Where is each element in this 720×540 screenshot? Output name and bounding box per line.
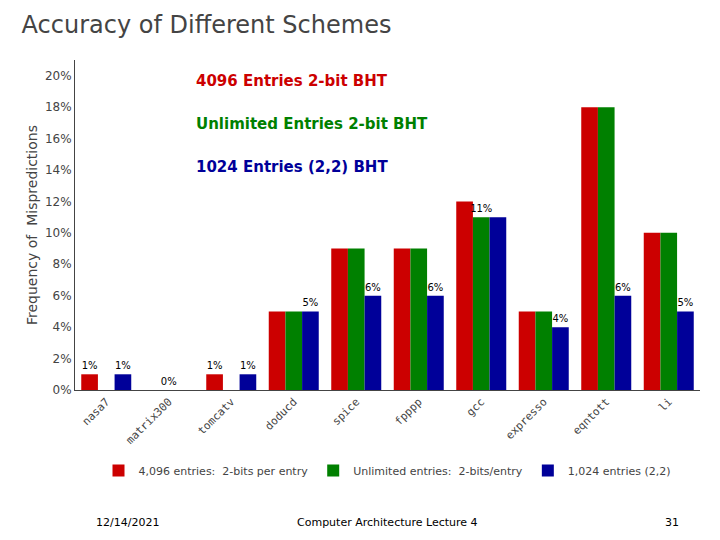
svg-text:5%: 5% xyxy=(677,297,693,308)
svg-text:2%: 2% xyxy=(53,352,72,366)
svg-text:4%: 4% xyxy=(552,313,568,324)
svg-text:10%: 10% xyxy=(45,226,72,240)
svg-text:11%: 11% xyxy=(470,203,492,214)
svg-text:4%: 4% xyxy=(53,320,72,334)
svg-text:eqntott: eqntott xyxy=(570,396,612,438)
svg-text:6%: 6% xyxy=(53,289,72,303)
svg-text:1%: 1% xyxy=(240,360,256,371)
svg-text:20%: 20% xyxy=(45,69,72,83)
svg-text:16%: 16% xyxy=(45,132,72,146)
svg-text:Computer Architecture Lecture: Computer Architecture Lecture 4 xyxy=(297,516,478,529)
svg-text:Accuracy of Different Schemes: Accuracy of Different Schemes xyxy=(22,11,392,39)
svg-text:6%: 6% xyxy=(365,282,381,293)
svg-text:doducd: doducd xyxy=(262,396,299,433)
svg-text:14%: 14% xyxy=(45,163,72,177)
svg-text:18%: 18% xyxy=(45,100,72,114)
svg-text:gcc: gcc xyxy=(464,396,487,419)
svg-text:Unlimited entries: 2-bits/ent: Unlimited entries: 2-bits/entry xyxy=(353,465,523,478)
svg-text:12%: 12% xyxy=(45,195,72,209)
svg-text:spice: spice xyxy=(330,396,363,429)
svg-text:nasa7: nasa7 xyxy=(80,396,113,429)
svg-text:5%: 5% xyxy=(302,297,318,308)
svg-text:8%: 8% xyxy=(53,257,72,271)
svg-text:li: li xyxy=(656,396,675,415)
svg-text:1%: 1% xyxy=(207,360,223,371)
svg-text:31: 31 xyxy=(665,516,679,529)
svg-text:0%: 0% xyxy=(161,376,177,387)
svg-text:4,096 entries: 2-bits per ent: 4,096 entries: 2-bits per entry xyxy=(139,465,309,478)
svg-text:matrix300: matrix300 xyxy=(123,396,174,447)
svg-text:Frequency of Mispredictions: Frequency of Mispredictions xyxy=(24,125,40,325)
svg-text:4096 Entries 2-bit BHT: 4096 Entries 2-bit BHT xyxy=(196,72,388,90)
svg-text:1%: 1% xyxy=(115,360,131,371)
svg-text:1024 Entries (2,2) BHT: 1024 Entries (2,2) BHT xyxy=(196,158,388,176)
svg-text:expresso: expresso xyxy=(503,396,550,443)
svg-text:1,024 entries (2,2): 1,024 entries (2,2) xyxy=(568,465,671,478)
svg-text:6%: 6% xyxy=(427,282,443,293)
svg-text:Unlimited Entries 2-bit BHT: Unlimited Entries 2-bit BHT xyxy=(196,115,428,133)
svg-text:1%: 1% xyxy=(82,360,98,371)
svg-text:6%: 6% xyxy=(615,282,631,293)
svg-text:fpppp: fpppp xyxy=(392,396,425,429)
svg-text:tomcatv: tomcatv xyxy=(195,395,237,437)
svg-text:0%: 0% xyxy=(53,383,72,397)
svg-text:12/14/2021: 12/14/2021 xyxy=(96,516,159,529)
